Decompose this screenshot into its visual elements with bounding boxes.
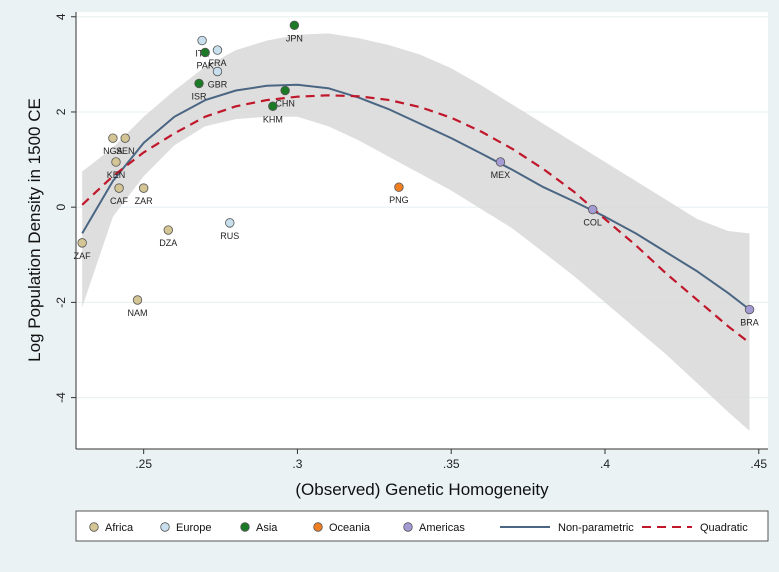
legend-label-europe: Europe (176, 522, 211, 534)
point-label-zar: ZAR (135, 196, 154, 206)
point-gbr (212, 66, 223, 77)
point-label-caf: CAF (110, 196, 129, 206)
point-png (394, 182, 404, 192)
points-layer: ZAFNGASENKENCAFZARDZANAMITAFRAGBRRUSPAKI… (74, 20, 759, 328)
y-tick-label: 4 (54, 13, 68, 20)
x-tick-label: .45 (750, 457, 767, 471)
point-col (587, 204, 598, 215)
point-label-sen: SEN (116, 146, 135, 156)
legend-marker-americas (403, 522, 413, 532)
legend-marker-europe (160, 522, 170, 532)
point-label-isr: ISR (192, 91, 208, 101)
confidence-band-layer (82, 33, 750, 431)
legend: Africa Europe Asia Oceania Americas Non-param… (89, 522, 748, 534)
legend-label-quadratic: Quadratic (700, 522, 748, 534)
point-label-pak: PAK (197, 60, 214, 70)
point-label-dza: DZA (159, 238, 177, 248)
legend-marker-africa (89, 522, 99, 532)
point-label-zaf: ZAF (74, 251, 92, 261)
point-label-nga: NGA (103, 146, 123, 156)
confidence-band (82, 33, 750, 431)
non-parametric-fit-line (81, 83, 751, 311)
point-khm (268, 101, 278, 111)
legend-label-non-parametric: Non-parametric (558, 522, 634, 534)
point-label-png: PNG (389, 195, 409, 205)
point-caf (114, 183, 124, 193)
point-label-col: COL (583, 218, 602, 228)
legend-label-africa: Africa (105, 522, 134, 534)
legend-label-asia: Asia (256, 522, 278, 534)
x-axis-title: (Observed) Genetic Homogeneity (295, 480, 549, 499)
point-label-mex: MEX (491, 170, 511, 180)
point-label-chn: CHN (275, 99, 295, 109)
point-label-rus: RUS (220, 231, 239, 241)
point-bra (744, 304, 755, 315)
y-tick-label: -2 (54, 297, 68, 308)
point-dza (163, 225, 173, 235)
legend-label-americas: Americas (419, 522, 465, 534)
point-label-khm: KHM (263, 114, 283, 124)
y-axis-title: Log Population Density in 1500 CE (25, 98, 44, 362)
point-rus (225, 218, 235, 228)
point-chn (280, 85, 290, 96)
legend-marker-asia (240, 522, 250, 532)
point-fra (212, 45, 223, 55)
point-isr (194, 78, 204, 89)
quadratic-fit-line (81, 94, 751, 344)
point-nga (108, 133, 118, 143)
point-ita (197, 35, 207, 46)
point-zaf (77, 238, 87, 248)
point-label-fra: FRA (208, 58, 226, 68)
y-tick-label: 2 (54, 108, 68, 115)
x-tick-label: .25 (135, 457, 152, 471)
point-zar (138, 183, 149, 193)
x-tick-label: .35 (443, 457, 460, 471)
legend-marker-oceania (313, 522, 323, 532)
y-tick-label: -4 (54, 392, 68, 403)
point-label-gbr: GBR (208, 80, 228, 90)
point-nam (132, 295, 143, 305)
point-label-jpn: JPN (286, 33, 303, 43)
legend-box (75, 510, 769, 542)
axis-layer: -4 -2 0 2 4 .25 .3 .35 .4 .45 (54, 12, 768, 471)
x-tick-label: .4 (600, 457, 610, 471)
point-mex (495, 157, 506, 167)
point-label-nam: NAM (128, 308, 148, 318)
point-pak (200, 47, 210, 58)
point-sen (120, 133, 130, 143)
point-jpn (289, 20, 300, 31)
point-ken (111, 157, 121, 167)
legend-label-oceania: Oceania (329, 522, 371, 534)
point-label-bra: BRA (740, 318, 759, 328)
point-label-ken: KEN (107, 170, 126, 180)
series-layer (81, 83, 751, 344)
x-tick-label: .3 (292, 457, 302, 471)
y-tick-label: 0 (54, 204, 68, 211)
